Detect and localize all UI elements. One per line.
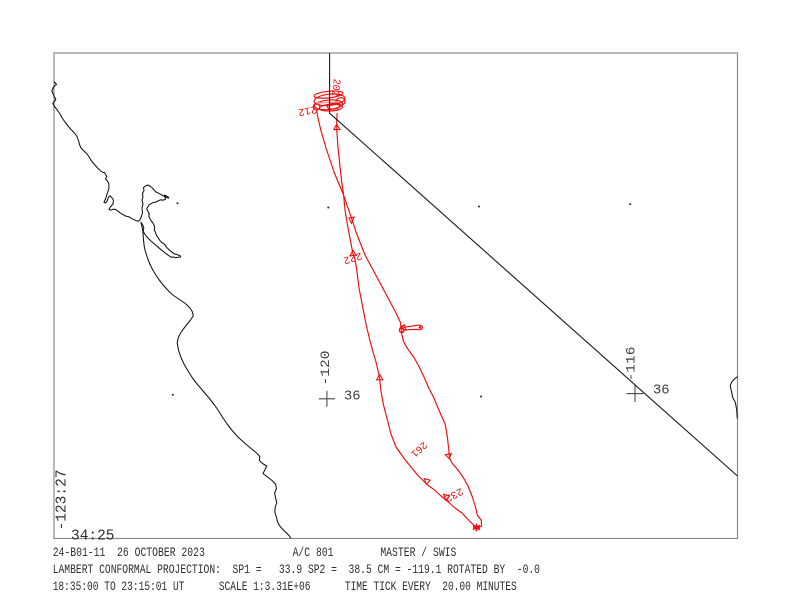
svg-text:212: 212	[297, 102, 318, 117]
svg-text:18:35:00 TO 23:15:01 UT S: 18:35:00 TO 23:15:01 UT SCALE 1:3.31E+06…	[53, 579, 517, 594]
svg-text:24-B01-11 26 OCTOBER 2023: 24-B01-11 26 OCTOBER 2023 A/C 801 MASTER…	[53, 545, 457, 560]
svg-text:36: 36	[344, 388, 361, 404]
svg-text:202: 202	[328, 78, 342, 97]
svg-text:LAMBERT CONFORMAL PROJECTION:: LAMBERT CONFORMAL PROJECTION: SP1 = 33.9…	[53, 562, 540, 577]
svg-text:222: 222	[342, 249, 364, 266]
svg-text:-116: -116	[625, 347, 639, 382]
svg-text:-123:27: -123:27	[55, 470, 71, 531]
svg-text:-120: -120	[319, 351, 333, 386]
svg-text:36: 36	[653, 383, 670, 399]
svg-text:34:25: 34:25	[71, 529, 115, 545]
